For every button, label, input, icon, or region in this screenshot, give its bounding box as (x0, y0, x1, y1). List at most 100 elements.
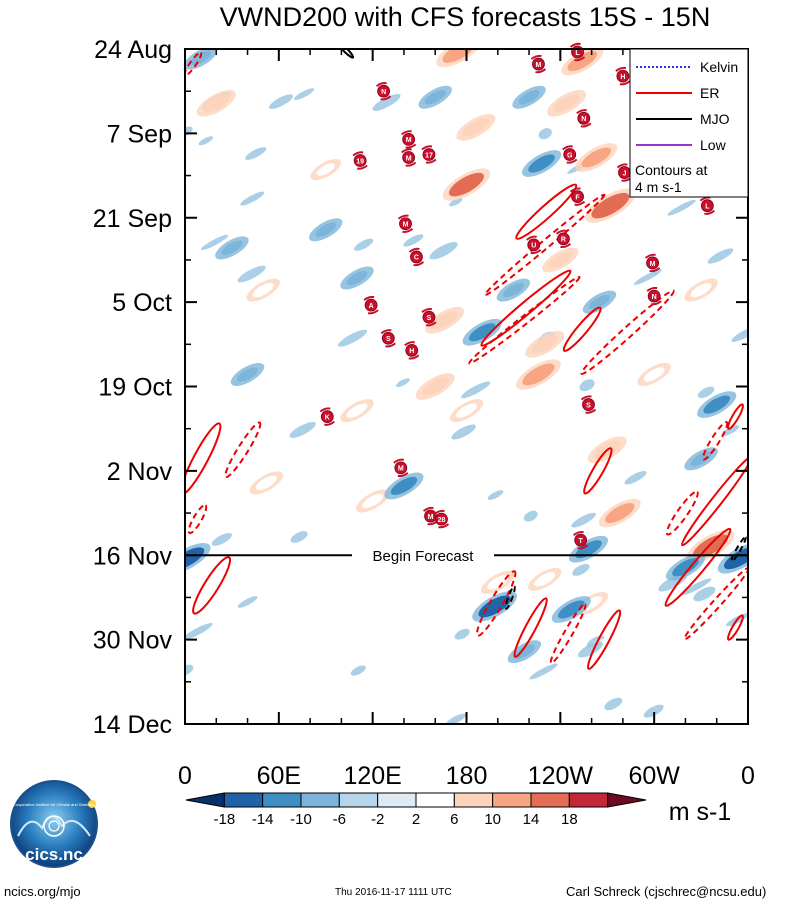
er-contour (185, 51, 203, 77)
storm-arm-icon (562, 145, 573, 151)
anomaly-core (557, 600, 585, 619)
storm-arm-icon (569, 42, 581, 48)
storm-arm-icon (535, 68, 547, 74)
storm-arm-icon (646, 286, 658, 292)
anomaly-core (456, 403, 477, 418)
storm-label: N (652, 294, 657, 301)
anomaly-core (690, 451, 712, 466)
legend-entries: Kelvin ER MJO Low (636, 59, 738, 153)
texture-streak (643, 704, 664, 718)
y-tick-label: 24 Aug (94, 36, 172, 64)
texture-streak (194, 361, 210, 372)
anomaly-core (255, 475, 277, 491)
texture-streak (667, 199, 696, 216)
logo-swirl-core-icon (48, 820, 60, 832)
texture-streak (681, 578, 712, 596)
colorbar-box (568, 792, 609, 808)
anomaly-core (448, 172, 485, 197)
y-axis: 24 Aug 7 Sep 21 Sep 5 Oct 19 Oct 2 Nov 16 Nov 3… (93, 36, 748, 739)
storm-marker: 28 (433, 509, 450, 529)
texture-streak (486, 278, 513, 294)
y-tick-label: 21 Sep (93, 205, 172, 233)
storm-arm-icon (324, 420, 335, 426)
anomaly-core (643, 367, 665, 382)
anomaly-core (502, 282, 524, 298)
texture-streak (538, 128, 552, 140)
storm-marker: M (397, 214, 414, 233)
texture-streak (186, 555, 213, 572)
storm-arm-icon (573, 530, 584, 536)
storm-marker: S (421, 308, 437, 327)
anomaly-core (581, 147, 612, 168)
storm-marker: A (363, 295, 379, 315)
storm-arm-icon (433, 509, 445, 515)
y-tick-label: 2 Nov (107, 458, 173, 486)
texture-streak (604, 697, 623, 711)
x-tick-label: 60E (257, 762, 301, 790)
y-tick-label: 30 Nov (93, 627, 173, 655)
texture-streak (624, 471, 647, 485)
anomaly-core (522, 363, 555, 386)
colorbar-box (185, 792, 225, 808)
footer-website[interactable]: ncics.org/mjo (4, 884, 81, 899)
texture-streak (276, 230, 297, 243)
storm-arm-icon (375, 82, 387, 87)
anomaly-core (316, 163, 335, 176)
storm-arm-icon (401, 148, 412, 154)
storm-label: M (398, 466, 404, 473)
storm-marker: M (530, 54, 547, 74)
storm-label: N (581, 116, 586, 123)
colorbar-label: -14 (252, 811, 274, 828)
y-tick-label: 5 Oct (112, 289, 172, 317)
texture-streak (707, 248, 734, 264)
logo-swirl-icon (43, 815, 65, 837)
storm-arm-icon (569, 187, 581, 193)
anomaly-core (478, 595, 511, 618)
anomaly-core (724, 547, 748, 570)
storm-icon (646, 256, 660, 270)
er-contour (480, 269, 572, 347)
er-contour (562, 306, 602, 352)
storm-arm-icon (421, 145, 433, 151)
er-contour (187, 504, 208, 535)
storm-arm-icon (404, 341, 415, 347)
x-tick-label: 180 (446, 762, 488, 790)
texture-streak (284, 451, 311, 468)
colorbar-units: m s-1 (669, 798, 732, 826)
legend: Kelvin ER MJO Low Contours at 4 m s-1 (629, 48, 749, 198)
storm-marker: N (576, 109, 592, 128)
y-tick-label: 7 Sep (107, 120, 172, 148)
storm-label: C (414, 255, 419, 262)
anomaly-core (553, 94, 580, 113)
storm-icon (527, 238, 541, 252)
texture-streak (190, 635, 222, 655)
storm-arm-icon (615, 66, 627, 72)
storm-arm-icon (367, 309, 379, 315)
er-contour (475, 570, 517, 637)
er-contour (580, 289, 675, 375)
texture-streak (487, 490, 504, 500)
storm-marker: N (375, 82, 392, 101)
footer-author: Carl Schreck (cjschrec@ncsu.edu) (566, 884, 767, 899)
logo-ring-text: Cooperative Institute for Climate and Sa… (13, 802, 95, 807)
er-contour (702, 420, 729, 461)
anomaly-core (221, 240, 243, 256)
texture-streak (197, 424, 226, 440)
texture-streak (451, 424, 476, 440)
storm-arm-icon (577, 544, 589, 550)
er-contour (224, 421, 262, 479)
storm-icon (364, 298, 378, 312)
storm-markers: L M H N N M 19 M 17 G J F L M U R C M N A S S H S K M M 28 T (319, 42, 715, 550)
colorbar-box (223, 792, 264, 808)
texture-streak (486, 676, 505, 689)
texture-streak (245, 147, 267, 160)
storm-icon (410, 250, 423, 264)
er-contour (515, 183, 578, 240)
texture-streak (683, 350, 708, 366)
texture-streak (310, 524, 336, 541)
anomaly-core (315, 222, 337, 237)
texture-streak (350, 665, 366, 676)
colorbar-box (530, 792, 570, 808)
texture-streak (289, 421, 316, 438)
texture-streak (240, 191, 265, 206)
